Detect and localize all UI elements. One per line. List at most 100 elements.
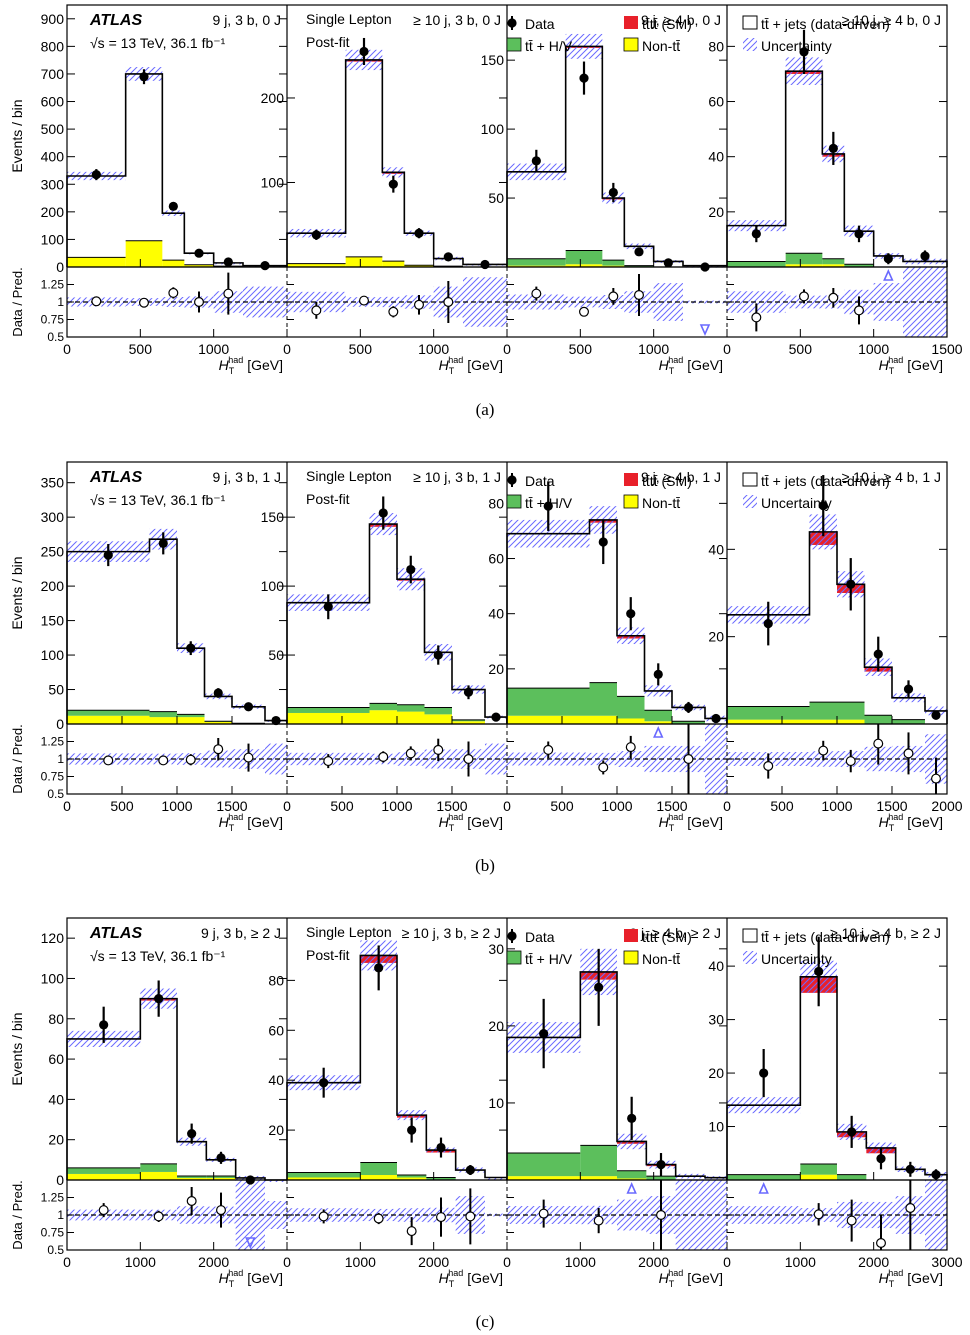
y-tick-label: 800 xyxy=(41,38,65,54)
ratio-uncertainty-band xyxy=(463,277,507,327)
legend-tthv-label: tt̄ + H/V xyxy=(525,495,573,511)
data-point xyxy=(931,1170,941,1180)
ratio-uncertainty-band xyxy=(243,286,287,318)
ratio-point xyxy=(531,288,542,299)
data-point xyxy=(814,966,824,977)
panel-label: ≥ 10 j, 3 b, ≥ 2 J xyxy=(402,925,501,941)
ratio-out-of-range-arrow xyxy=(653,726,664,738)
tthv-bar xyxy=(369,703,397,711)
data-point xyxy=(594,982,604,992)
non-tt-bar xyxy=(452,721,485,724)
uncertainty-band xyxy=(485,1177,507,1180)
ratio-uncertainty-band xyxy=(727,291,786,313)
ratio-point xyxy=(798,291,809,302)
panel-label: ≥ 10 j, ≥ 4 b, 1 J xyxy=(842,469,941,485)
x-tick-label: 1500 xyxy=(931,341,962,357)
data-point xyxy=(653,669,663,679)
y-tick-label: 60 xyxy=(48,1051,64,1067)
x-tick-label: 0 xyxy=(283,1254,291,1270)
ratio-tick-label: 1 xyxy=(57,1208,64,1222)
non-tt-bar xyxy=(67,715,150,724)
ratio-point xyxy=(311,305,322,316)
legend-nontt-swatch xyxy=(623,37,639,52)
y-tick-label: 10 xyxy=(488,1095,504,1111)
non-tt-bar xyxy=(345,256,383,267)
data-point xyxy=(854,229,864,239)
x-tick-label: 1000 xyxy=(785,1254,816,1270)
ratio-axis-title: Data / Pred. xyxy=(10,1180,25,1249)
data-point xyxy=(656,1159,666,1170)
y-tick-label: 500 xyxy=(41,121,65,137)
ratio-point xyxy=(436,1212,447,1223)
y-tick-label: 40 xyxy=(708,958,724,974)
x-tick-label: 1500 xyxy=(876,798,907,814)
legend-tttt-swatch xyxy=(624,929,638,942)
x-tick-label: 0 xyxy=(63,798,71,814)
x-tick-label: 3000 xyxy=(931,1254,962,1270)
y-tick-label: 80 xyxy=(268,972,284,988)
ratio-point xyxy=(414,299,425,310)
ratio-tick-label: 1 xyxy=(57,295,64,309)
data-point xyxy=(598,537,608,547)
data-point xyxy=(213,688,223,698)
legend-data-label: Data xyxy=(525,473,555,489)
ratio-uncertainty-band xyxy=(507,294,566,310)
x-tick-label: 1000 xyxy=(858,341,889,357)
x-tick-label: 1000 xyxy=(345,1254,376,1270)
panel-4: 20 40 60 80 0 500 1000 1500 ≥ 10 j, ≥ 4 b, 0 J HT… xyxy=(708,12,962,376)
legend-tthv-label: tt̄ + H/V xyxy=(525,38,573,54)
data-point xyxy=(406,564,416,575)
non-tt-bar xyxy=(837,719,865,724)
ratio-point xyxy=(543,744,554,755)
non-tt-bar xyxy=(785,264,823,267)
legend-tthv-swatch xyxy=(506,494,522,509)
ratio-tick-label: 0.75 xyxy=(41,1226,65,1240)
y-tick-label: 100 xyxy=(261,174,285,190)
non-tt-bar xyxy=(140,1171,177,1180)
total-histogram xyxy=(66,538,288,724)
channel-label: Single Lepton xyxy=(306,11,392,27)
total-histogram xyxy=(506,971,728,1180)
data-point xyxy=(407,1125,417,1135)
tthv-bar xyxy=(67,710,150,716)
x-tick-label: 1000 xyxy=(161,798,192,814)
legend-unc-swatch xyxy=(743,951,757,964)
x-tick-label: 0 xyxy=(63,1254,71,1270)
y-tick-label: 300 xyxy=(41,176,65,192)
panel-3: 50 100 150 0 500 1000 9 j, ≥ 4 b, 0 J HThad [Ge… xyxy=(481,12,728,376)
ratio-out-of-range-arrow xyxy=(883,269,894,281)
tthv-bar xyxy=(617,696,645,719)
legend-tttt-swatch xyxy=(624,473,638,486)
data-point xyxy=(91,170,101,180)
non-tt-bar xyxy=(800,1174,837,1180)
data-point xyxy=(103,550,113,560)
y-tick-label: 40 xyxy=(708,149,724,165)
tthv-bar xyxy=(140,1163,177,1172)
y-tick-label: 40 xyxy=(488,606,504,622)
data-point xyxy=(531,156,541,166)
data-point xyxy=(139,72,149,82)
tthv-bar xyxy=(507,688,590,716)
tthv-bar xyxy=(360,1162,397,1176)
ratio-point xyxy=(593,1215,604,1226)
non-tt-bar xyxy=(617,718,645,724)
x-tick-label: 0 xyxy=(283,798,291,814)
y-tick-label: 50 xyxy=(268,647,284,663)
data-point xyxy=(168,201,178,211)
legend-ttjets-swatch xyxy=(742,928,758,943)
non-tt-bar xyxy=(287,263,346,267)
non-tt-bar xyxy=(822,264,845,267)
legend-unc-label: Uncertainty xyxy=(761,38,832,54)
ratio-point xyxy=(683,753,694,764)
ratio-point xyxy=(185,754,196,765)
channel-label: Single Lepton xyxy=(306,924,392,940)
x-tick-label: 500 xyxy=(349,341,373,357)
panel-label: 9 j, ≥ 4 b, 1 J xyxy=(641,469,721,485)
data-point xyxy=(847,1127,857,1137)
data-point xyxy=(579,73,589,83)
x-tick-label: 1000 xyxy=(381,798,412,814)
data-point xyxy=(194,248,204,258)
y-tick-label: 40 xyxy=(48,1091,64,1107)
x-tick-label: 1500 xyxy=(216,798,247,814)
